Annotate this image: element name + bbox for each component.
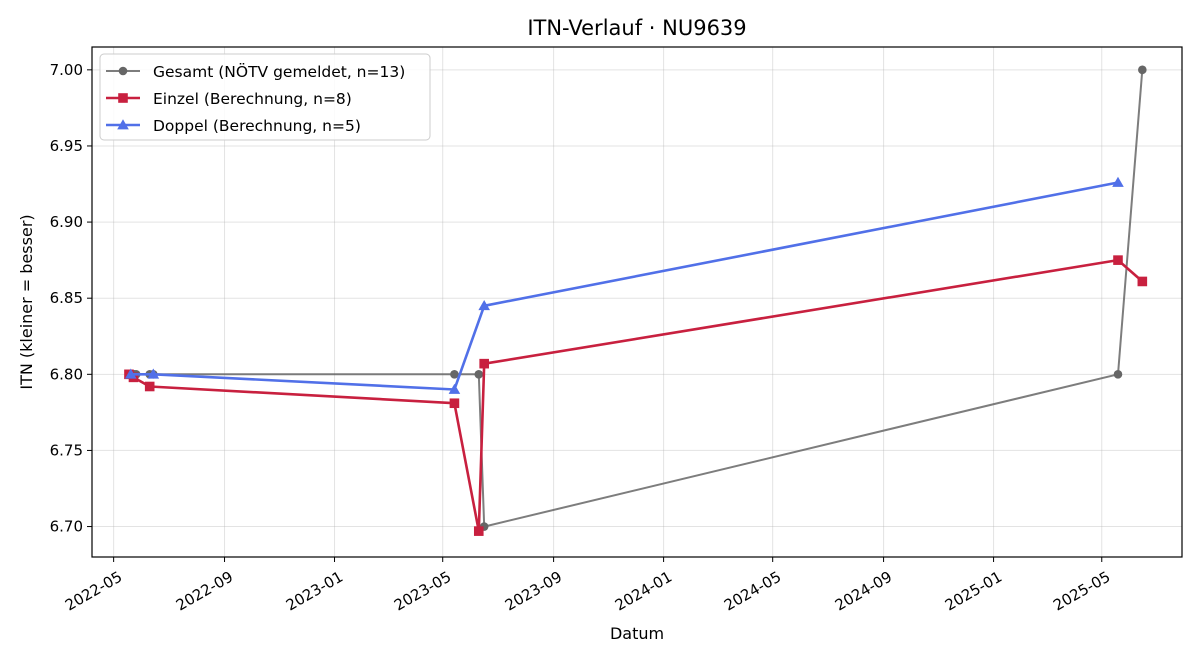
legend-marker [118,93,128,103]
x-tick-label: 2025-01 [942,568,1005,615]
data-point [1138,65,1147,75]
y-tick-label: 6.70 [50,518,83,536]
y-tick-label: 6.75 [50,441,83,459]
y-tick-label: 6.95 [50,137,83,155]
data-point [1137,276,1148,287]
x-tick-label: 2024-05 [721,568,784,615]
data-point [1113,255,1123,265]
y-tick-label: 7.00 [50,61,83,79]
x-tick-label: 2023-01 [283,568,346,615]
data-point [473,526,484,536]
x-tick-label: 2025-05 [1050,568,1113,615]
chart-title: ITN-Verlauf · NU9639 [527,16,746,40]
x-tick-label: 2024-01 [612,568,675,615]
x-tick-label: 2023-09 [502,568,565,615]
series-3 [124,176,1124,394]
plot-frame [91,46,1183,558]
y-axis-title: ITN (kleiner = besser) [17,214,36,389]
legend: Gesamt (NÖTV gemeldet, n=13) Einzel (Bere… [99,53,431,141]
x-tick-label: 2024-09 [832,568,895,615]
y-tick-label: 6.90 [50,213,83,231]
legend-label: Doppel (Berechnung, n=5) [153,117,361,135]
legend-box [99,53,431,141]
data-point [144,381,155,392]
x-tick-label: 2022-09 [173,568,236,615]
data-point [449,398,460,409]
series-line [130,181,1119,391]
data-point [1113,370,1123,379]
legend-marker [118,66,128,76]
data-point [450,370,459,379]
data-point [1112,176,1124,187]
x-axis-title: Datum [610,624,664,643]
x-tick-label: 2022-05 [62,568,125,615]
data-point [124,368,137,379]
x-tick-label: 2023-05 [391,568,454,615]
legend-label: Gesamt (NÖTV gemeldet, n=13) [153,62,405,81]
data-point [474,370,484,379]
series-layer [124,65,1148,536]
legend-marker [117,119,129,130]
data-point [478,300,490,311]
data-point [479,358,489,369]
legend-label: Einzel (Berechnung, n=8) [153,90,352,108]
data-point [147,368,160,379]
y-tick-label: 6.85 [50,289,83,307]
grid-layer [92,47,1182,557]
tick-layer: 2022-05 2022-09 2023-01 2023-05 2023-09 2024-… [50,61,1114,615]
y-tick-label: 6.80 [50,365,83,383]
data-point [448,383,461,394]
